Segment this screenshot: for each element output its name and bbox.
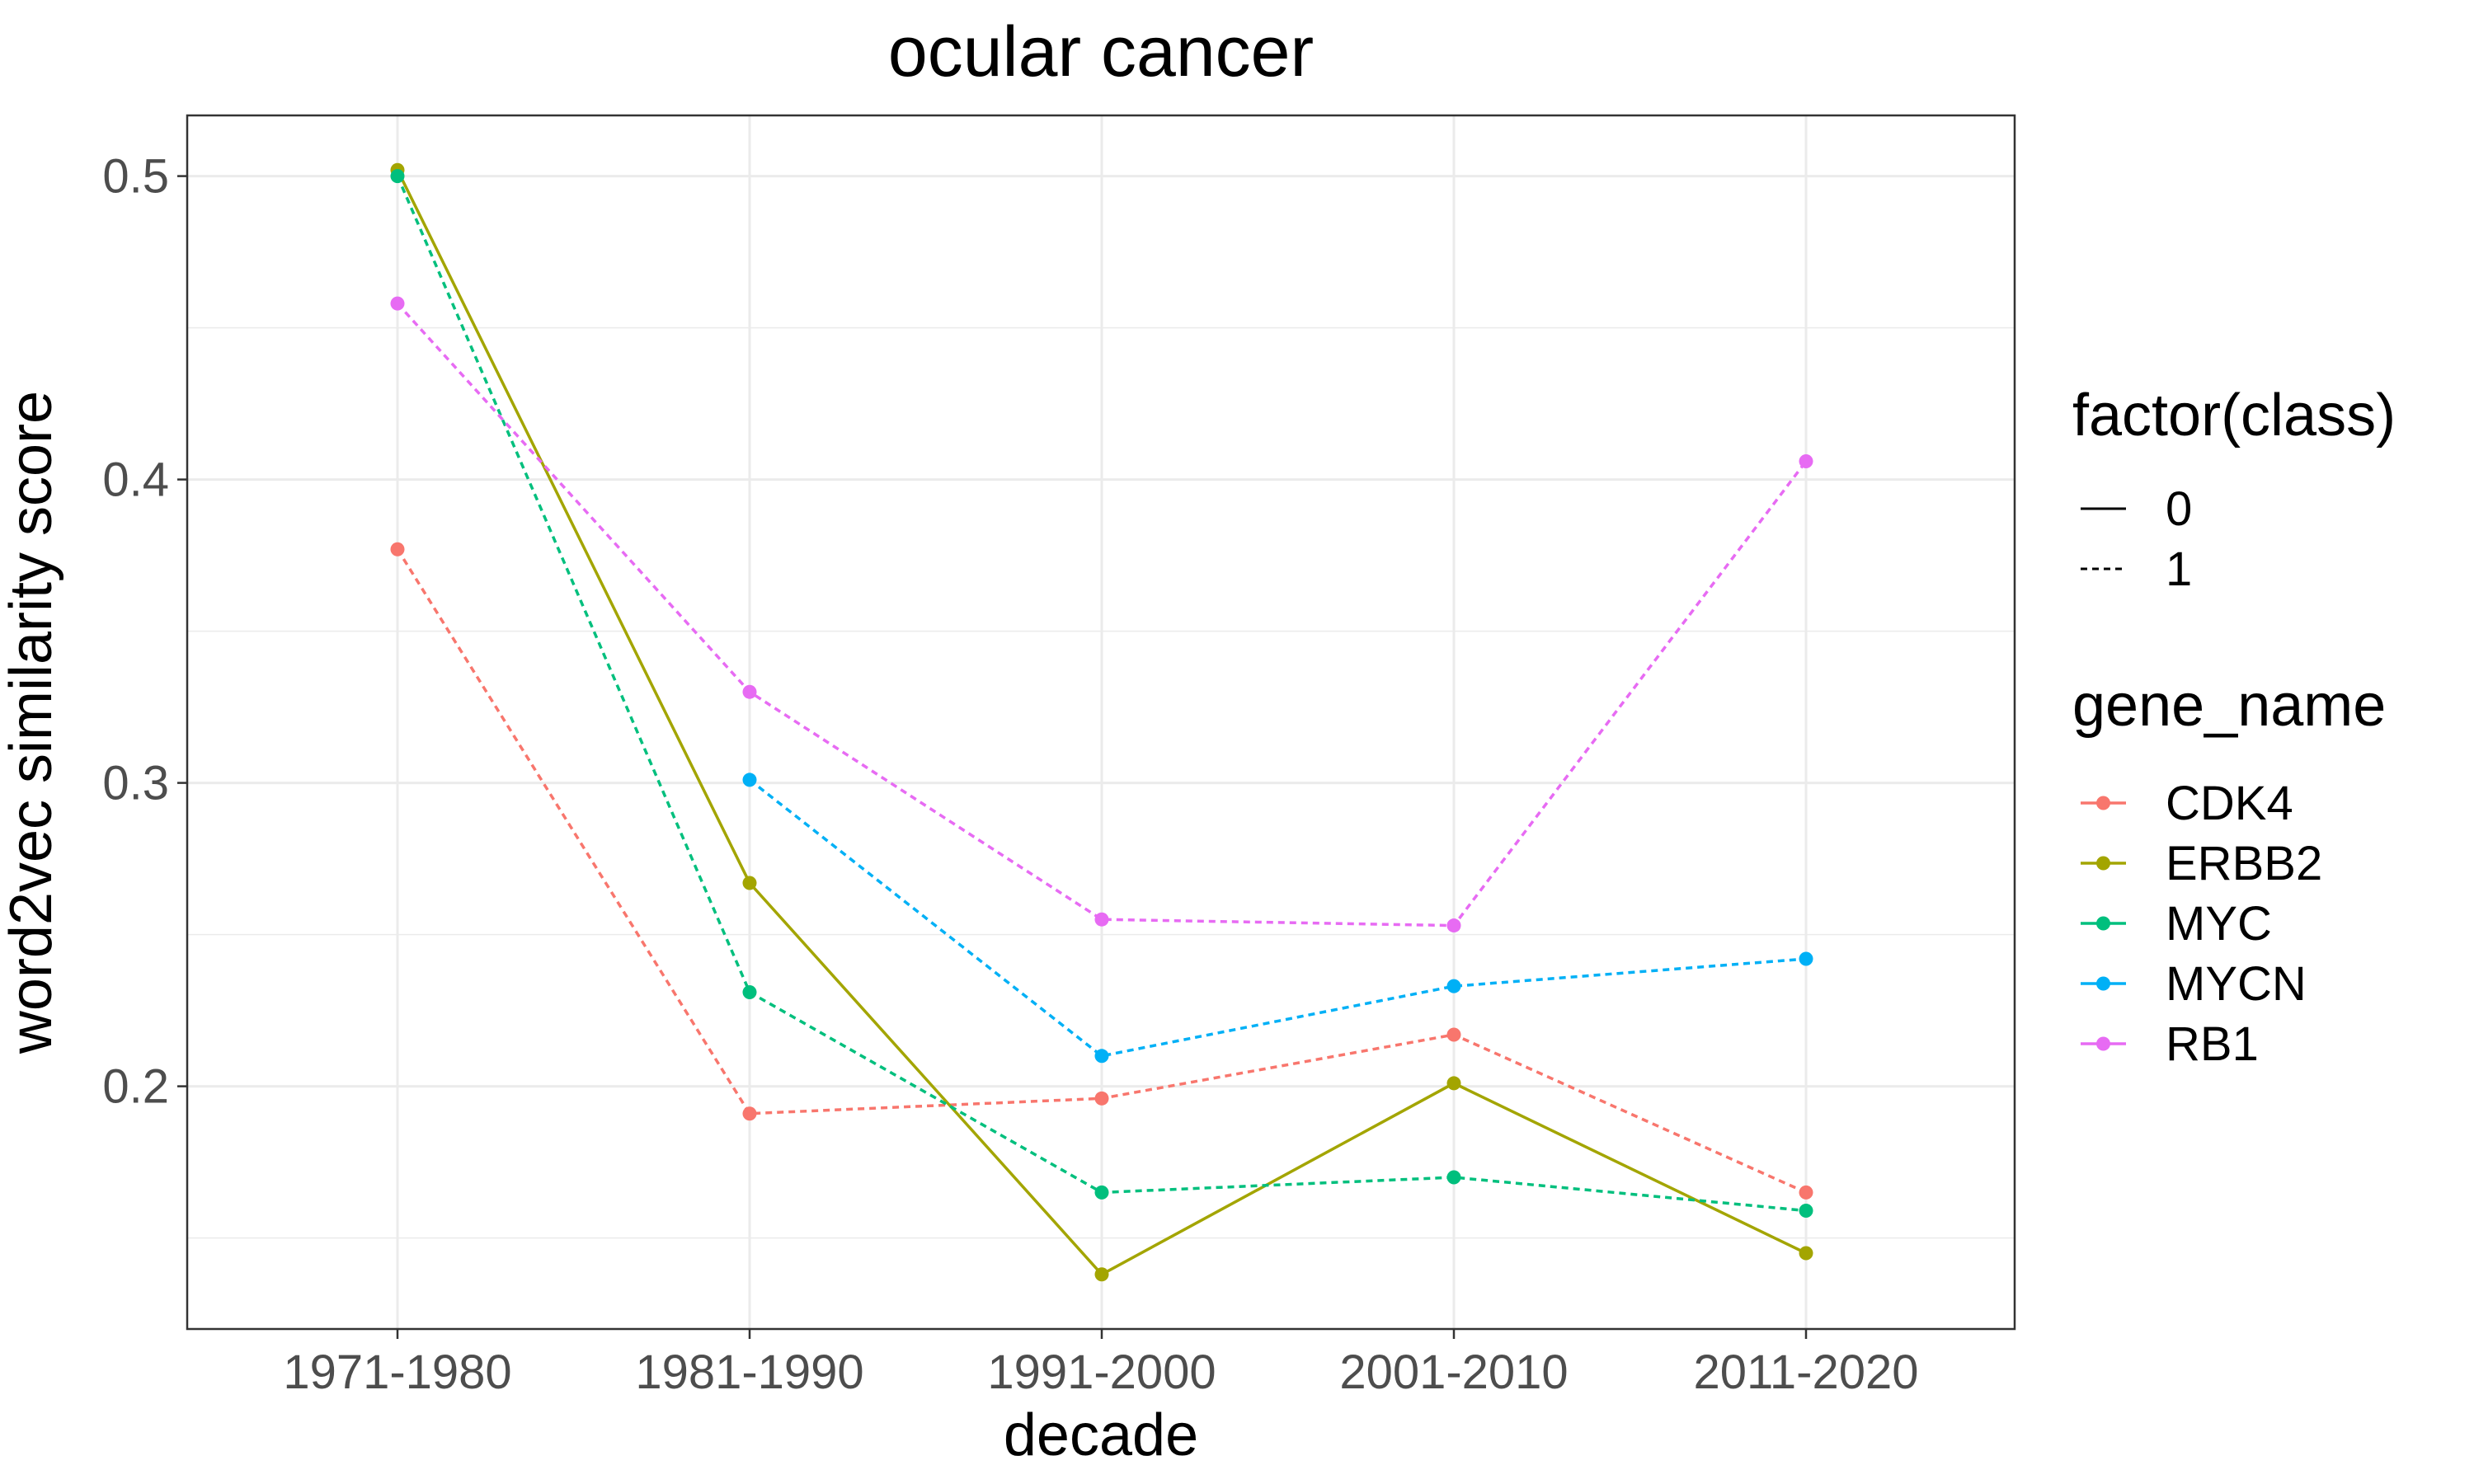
- series-line: [396, 303, 1808, 928]
- legend-key-point: [2096, 856, 2110, 871]
- legend: factor(class) 01 gene_name CDK4ERBB2MYCM…: [2072, 383, 2396, 1071]
- linetype-legend: 01: [2081, 482, 2192, 596]
- x-tick-label: 1971-1980: [283, 1345, 511, 1399]
- data-point: [1799, 1246, 1813, 1261]
- legend-key-point: [2096, 916, 2110, 931]
- data-point: [1446, 918, 1461, 933]
- data-point: [742, 1106, 757, 1121]
- x-axis-title: decade: [1004, 1402, 1198, 1468]
- series-line: [748, 778, 1807, 1058]
- data-point: [1094, 1267, 1109, 1282]
- data-point: [1799, 1185, 1813, 1200]
- data-point: [1094, 1185, 1109, 1200]
- data-point: [742, 876, 757, 890]
- legend-label-gene: CDK4: [2166, 777, 2293, 830]
- x-tick-label: 1981-1990: [635, 1345, 863, 1399]
- series-erbb2: [390, 162, 1813, 1282]
- legend-label-class: 0: [2166, 482, 2192, 536]
- chart-title: ocular cancer: [888, 12, 1314, 92]
- series-rb1: [390, 296, 1813, 933]
- legend-key-point: [2096, 976, 2110, 991]
- legend-label-gene: RB1: [2166, 1017, 2259, 1071]
- data-point: [1094, 912, 1109, 927]
- legend-label-gene: ERBB2: [2166, 837, 2322, 890]
- data-point: [1446, 1076, 1461, 1091]
- legend-label-gene: MYC: [2166, 897, 2272, 951]
- series-cdk4: [390, 542, 1813, 1200]
- series-myc: [390, 169, 1813, 1218]
- y-tick-label: 0.5: [102, 150, 169, 204]
- grid: [187, 115, 2015, 1329]
- data-point: [1446, 1027, 1461, 1042]
- data-point: [742, 684, 757, 699]
- data-point: [1446, 1170, 1461, 1185]
- series-mycn: [742, 773, 1813, 1064]
- x-tick-label: 2001-2010: [1339, 1345, 1568, 1399]
- data-point: [742, 773, 757, 787]
- data-point: [1446, 979, 1461, 993]
- series-layer: [390, 162, 1813, 1282]
- y-tick-label: 0.4: [102, 453, 169, 507]
- color-legend: CDK4 ERBB2 MYC MYCN RB1: [2081, 777, 2322, 1071]
- data-point: [1799, 1203, 1813, 1218]
- data-point: [1094, 1091, 1109, 1106]
- data-point: [742, 985, 757, 1000]
- y-axis: 0.2 0.3 0.4 0.5: [102, 150, 187, 1114]
- legend-title-gene: gene_name: [2072, 673, 2386, 739]
- y-axis-title: word2vec similarity score: [0, 391, 64, 1054]
- data-point: [390, 542, 405, 556]
- data-point: [1094, 1049, 1109, 1064]
- y-tick-label: 0.2: [102, 1060, 169, 1114]
- data-point: [390, 296, 405, 311]
- y-tick-label: 0.3: [102, 757, 169, 810]
- x-tick-label: 1991-2000: [987, 1345, 1216, 1399]
- legend-title-class: factor(class): [2072, 383, 2396, 448]
- x-axis: 1971-1980 1981-1990 1991-2000 2001-2010 2011…: [283, 1329, 1919, 1399]
- x-tick-label: 2011-2020: [1693, 1345, 1918, 1399]
- legend-key-point: [2096, 1036, 2110, 1051]
- legend-key-point: [2096, 796, 2110, 810]
- legend-label-gene: MYCN: [2166, 957, 2307, 1011]
- data-point: [1799, 951, 1813, 966]
- data-point: [1799, 454, 1813, 469]
- data-point: [390, 169, 405, 184]
- legend-label-class: 1: [2166, 542, 2192, 596]
